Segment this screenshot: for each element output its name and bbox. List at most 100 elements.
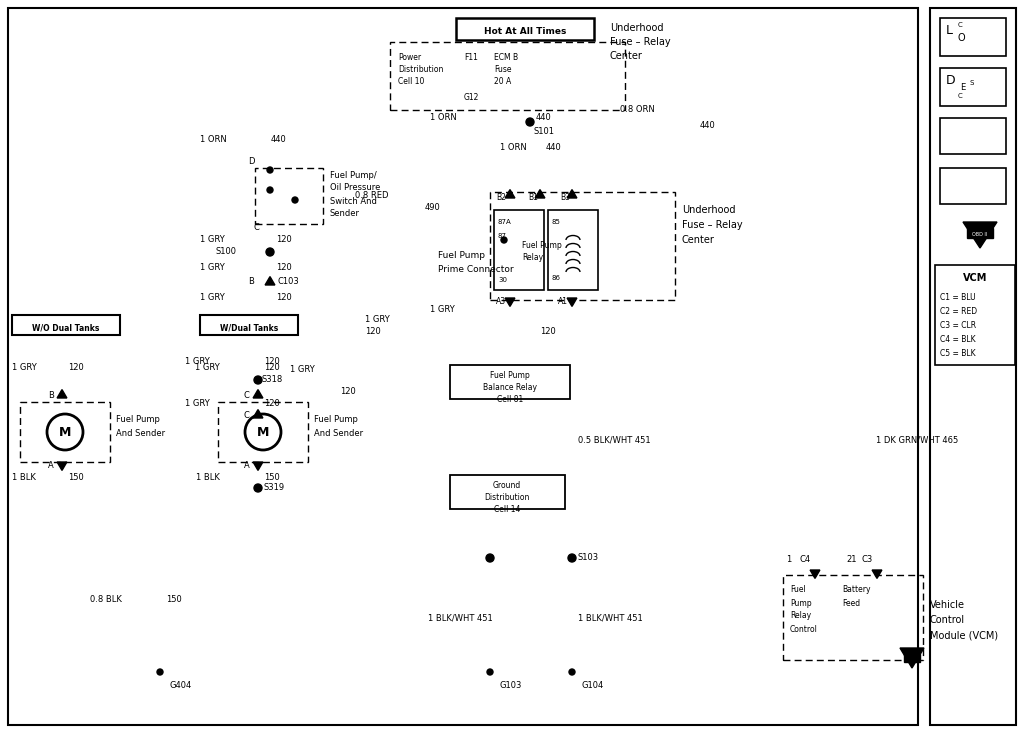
Text: 440: 440 — [546, 144, 562, 152]
Text: S103: S103 — [578, 553, 599, 562]
Text: Module (VCM): Module (VCM) — [930, 630, 998, 640]
Polygon shape — [567, 298, 577, 306]
Circle shape — [266, 248, 274, 256]
Text: Cell 14: Cell 14 — [494, 504, 520, 514]
Text: 1 GRY: 1 GRY — [430, 306, 455, 314]
Circle shape — [568, 554, 575, 562]
Text: Distribution: Distribution — [398, 65, 443, 75]
Text: 20 A: 20 A — [494, 78, 511, 86]
Text: 1 DK GRN/WHT 465: 1 DK GRN/WHT 465 — [876, 435, 958, 444]
Bar — [490, 192, 675, 300]
Text: Vehicle: Vehicle — [930, 600, 965, 610]
Bar — [255, 168, 323, 224]
Text: Relay: Relay — [522, 254, 543, 262]
Text: 1 BLK: 1 BLK — [12, 473, 36, 482]
Text: F11: F11 — [464, 54, 478, 62]
Polygon shape — [253, 410, 263, 418]
Bar — [930, 8, 1016, 725]
Text: D: D — [248, 158, 255, 166]
Bar — [940, 118, 1006, 154]
Text: C5 = BLK: C5 = BLK — [940, 350, 976, 358]
Bar — [940, 18, 1006, 56]
Bar — [904, 654, 920, 662]
Text: 86: 86 — [552, 275, 561, 281]
Text: 1 GRY: 1 GRY — [200, 293, 224, 303]
Text: Fuel Pump: Fuel Pump — [116, 416, 160, 424]
Text: C3 = CLR: C3 = CLR — [940, 322, 976, 331]
Bar — [390, 42, 625, 110]
Text: Control: Control — [930, 615, 966, 625]
Text: And Sender: And Sender — [314, 430, 364, 438]
Polygon shape — [57, 390, 67, 398]
Circle shape — [254, 484, 262, 492]
Text: E: E — [961, 84, 966, 92]
Text: 1 BLK: 1 BLK — [196, 473, 220, 482]
Text: Hot At All Times: Hot At All Times — [483, 28, 566, 37]
Text: A: A — [244, 462, 250, 471]
Text: W/O Dual Tanks: W/O Dual Tanks — [33, 323, 99, 333]
Text: 150: 150 — [264, 473, 280, 482]
Text: 1 GRY: 1 GRY — [185, 399, 210, 408]
Bar — [548, 210, 598, 290]
Text: O: O — [958, 33, 966, 43]
Circle shape — [526, 118, 534, 126]
Text: B2: B2 — [496, 194, 506, 202]
Text: C: C — [243, 410, 249, 419]
Bar — [450, 365, 570, 399]
Text: C2 = RED: C2 = RED — [940, 308, 977, 317]
Polygon shape — [57, 462, 67, 471]
Text: S100: S100 — [215, 248, 236, 257]
Text: C4 = BLK: C4 = BLK — [940, 336, 976, 345]
Bar — [218, 402, 308, 462]
Text: Pump: Pump — [790, 599, 812, 608]
Text: G104: G104 — [582, 680, 604, 690]
Text: 1 GRY: 1 GRY — [365, 315, 390, 325]
Bar — [783, 575, 923, 660]
Bar — [940, 168, 1006, 204]
Text: Fuse – Relay: Fuse – Relay — [610, 37, 671, 47]
Text: S: S — [969, 80, 974, 86]
Text: Balance Relay: Balance Relay — [483, 383, 537, 391]
Text: 1 BLK/WHT 451: 1 BLK/WHT 451 — [578, 614, 643, 622]
Text: M: M — [257, 425, 269, 438]
Bar — [456, 18, 594, 40]
Text: Control: Control — [790, 625, 818, 633]
Text: Ground: Ground — [493, 481, 521, 490]
Text: D: D — [946, 73, 955, 86]
Text: 120: 120 — [365, 328, 381, 336]
Text: 1 GRY: 1 GRY — [200, 263, 224, 273]
Text: 1 GRY: 1 GRY — [185, 358, 210, 366]
Text: 120: 120 — [340, 388, 355, 397]
Text: C: C — [958, 22, 963, 28]
Text: B1: B1 — [528, 194, 538, 202]
Text: 0.8 BLK: 0.8 BLK — [90, 595, 122, 605]
Text: C: C — [244, 391, 250, 399]
Text: ECM B: ECM B — [494, 54, 518, 62]
Circle shape — [157, 669, 163, 675]
Text: Oil Pressure: Oil Pressure — [330, 183, 380, 193]
Text: 120: 120 — [68, 364, 84, 372]
Text: A3: A3 — [496, 298, 506, 306]
Text: Relay: Relay — [790, 611, 811, 621]
Text: M: M — [58, 425, 72, 438]
Text: C4: C4 — [800, 556, 811, 564]
Text: A1: A1 — [558, 298, 568, 306]
Text: 1 BLK/WHT 451: 1 BLK/WHT 451 — [428, 614, 493, 622]
Text: G404: G404 — [170, 680, 193, 690]
Text: Distribution: Distribution — [484, 493, 529, 501]
Text: 120: 120 — [276, 293, 292, 303]
Text: 0.8 ORN: 0.8 ORN — [620, 106, 654, 114]
Text: Prime Connector: Prime Connector — [438, 265, 514, 274]
Text: Cell 81: Cell 81 — [497, 394, 523, 403]
Text: Fuel Pump: Fuel Pump — [522, 241, 562, 251]
Text: Power: Power — [398, 54, 421, 62]
Text: 1 GRY: 1 GRY — [195, 364, 220, 372]
Text: Fuel Pump: Fuel Pump — [314, 416, 357, 424]
Text: 30: 30 — [498, 277, 507, 283]
Text: 1 ORN: 1 ORN — [500, 144, 526, 152]
Text: Underhood: Underhood — [610, 23, 664, 33]
Circle shape — [569, 669, 575, 675]
Text: C: C — [253, 224, 259, 232]
Text: Center: Center — [682, 235, 715, 245]
Circle shape — [501, 237, 507, 243]
